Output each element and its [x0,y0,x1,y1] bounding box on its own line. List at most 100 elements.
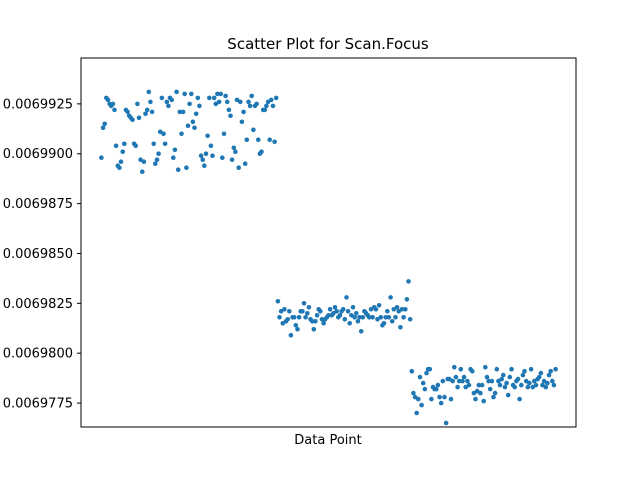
data-point [249,93,254,99]
data-point [429,396,434,402]
data-point [463,384,469,390]
data-point [437,394,442,400]
data-point [411,390,416,396]
data-point [102,121,107,127]
data-point [296,315,302,320]
data-point [479,382,485,388]
data-point [259,149,264,154]
data-point [105,97,111,103]
data-point [331,311,336,316]
data-point [169,97,174,103]
data-point [262,107,268,113]
chart-title: Scatter Plot for Scan.Focus [227,35,429,53]
data-point [130,117,135,123]
data-point [288,332,294,338]
data-point [148,99,153,105]
data-point [546,372,552,378]
data-point [352,315,357,320]
data-point [200,157,205,162]
data-point [344,295,349,300]
data-point [133,143,138,149]
y-tick-label: 0.0069875 [3,197,73,212]
data-point [525,384,531,390]
data-point [461,374,467,380]
data-point [221,131,227,137]
data-point [314,313,320,318]
data-point [100,125,106,131]
data-point [452,364,457,370]
plot-frame [80,57,577,428]
data-point [373,307,379,312]
data-point [175,167,181,172]
data-point [272,139,277,145]
data-point [367,315,372,320]
data-point [285,317,291,322]
data-point [236,165,241,170]
data-point [233,149,238,154]
data-point [211,95,217,101]
data-point [197,103,202,109]
data-point [357,315,362,320]
data-point [238,99,243,105]
data-point [193,111,199,117]
data-point [282,307,287,312]
data-point [239,119,245,125]
data-point [318,309,323,314]
data-point [180,109,186,115]
data-point [182,91,187,97]
data-point [277,315,282,320]
data-point [301,301,307,306]
data-point [385,309,390,314]
data-point [247,103,253,109]
data-point [273,95,279,101]
data-point [383,315,389,320]
data-point [334,309,340,314]
data-point [502,384,508,390]
data-point [251,127,256,133]
data-point [220,155,225,160]
data-point [117,165,122,170]
data-point [347,321,353,326]
data-point [153,161,158,166]
data-point [300,309,305,314]
data-point [471,390,477,396]
data-point [138,157,143,162]
data-point [216,99,222,105]
data-point [543,384,549,390]
data-point [113,143,119,149]
y-tick-label: 0.0069900 [3,147,73,162]
data-point [540,382,545,388]
data-point [487,386,493,392]
data-point [499,376,505,382]
data-point [161,131,166,137]
data-point [213,101,219,107]
data-point [195,95,201,101]
data-point [146,89,152,95]
data-point [269,97,274,103]
data-point [264,103,269,109]
data-point [407,317,413,322]
data-point [447,376,452,382]
data-point [481,398,487,404]
data-point [541,378,547,384]
data-point [388,295,393,300]
data-point [241,109,246,115]
data-point [218,91,223,97]
data-point [355,319,361,324]
data-point [174,89,179,95]
data-point [224,99,230,105]
data-point [370,315,375,320]
data-point [144,107,150,113]
data-point [295,327,300,332]
data-point [231,145,237,151]
y-axis: 0.0069775 0.0069800 0.0069825 0.0069850 0.00… [3,97,81,412]
data-point [354,311,359,316]
data-point [171,155,176,160]
data-point [476,382,482,388]
data-point [489,378,495,384]
data-point [311,327,317,332]
data-point [453,374,459,380]
data-point [504,380,509,386]
data-point [184,165,189,170]
data-point [179,131,184,137]
